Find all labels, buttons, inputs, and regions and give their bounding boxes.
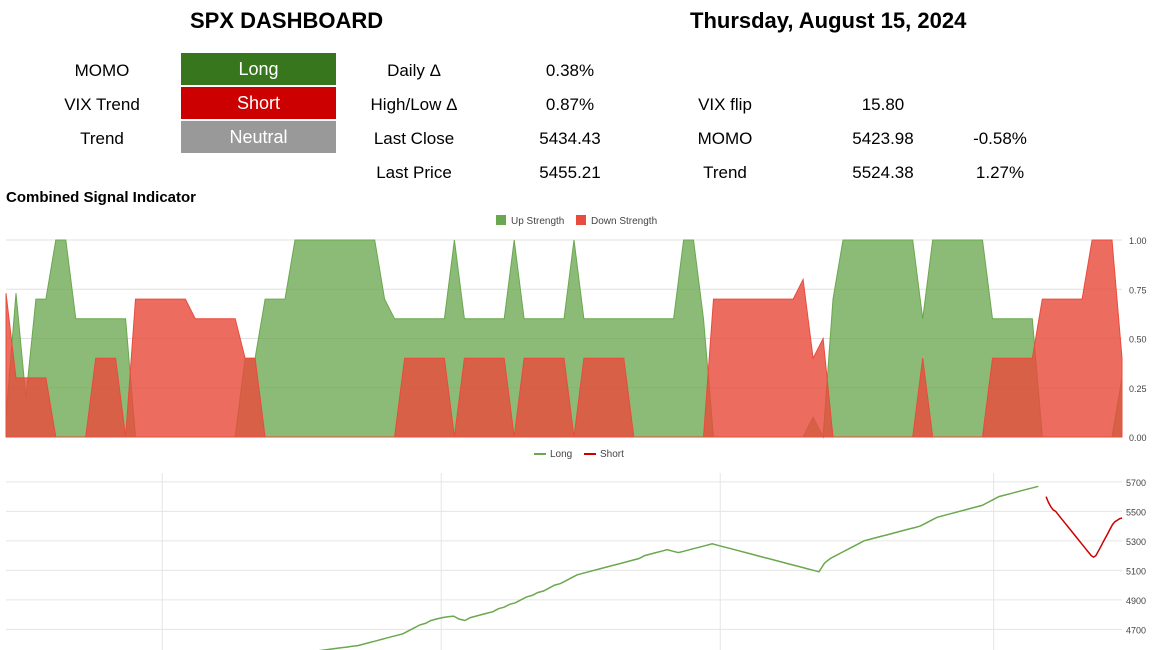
short-series-line — [1045, 496, 1123, 558]
chart1-y-tick-label: 1.00 — [1129, 236, 1147, 246]
trend-pct: 1.27% — [975, 163, 1025, 182]
long-series-line — [318, 485, 1039, 650]
signal-label-trend: Trend — [80, 129, 124, 148]
last-price-value: 5455.21 — [539, 163, 601, 182]
section-title: Combined Signal Indicator — [6, 189, 197, 206]
signal-badge-vix-trend: Short — [181, 87, 336, 119]
chart2-y-tick-label: 4700 — [1126, 625, 1146, 635]
highlow-delta-value: 0.87% — [545, 95, 595, 114]
last-price-label: Last Price — [376, 163, 452, 182]
trend-label: Trend — [703, 163, 747, 182]
last-close-value: 5434.43 — [539, 129, 601, 148]
vix-flip-label: VIX flip — [698, 95, 752, 114]
chart1-y-tick-label: 0.50 — [1129, 335, 1147, 345]
momo-pct: -0.58% — [973, 129, 1027, 148]
daily-delta-value: 0.38% — [545, 61, 595, 80]
highlow-delta-label: High/Low Δ — [370, 95, 458, 114]
signal-badge-momo: Long — [181, 53, 336, 85]
chart1-y-tick-label: 0.00 — [1129, 433, 1147, 443]
dashboard-title: SPX DASHBOARD — [190, 8, 384, 33]
signal-area-chart: Up Strength Down Strength 0.00 0.25 0.50 0.… — [5, 215, 1147, 443]
legend-up-swatch — [496, 215, 506, 225]
signal-label-momo: MOMO — [74, 61, 130, 80]
chart2-legend: Long Short — [534, 449, 624, 460]
legend-short-label: Short — [600, 449, 624, 460]
chart1-y-tick-label: 0.25 — [1129, 384, 1147, 394]
daily-delta-label: Daily Δ — [387, 61, 441, 80]
chart2-y-tick-label: 4900 — [1126, 596, 1146, 606]
legend-up-label: Up Strength — [511, 216, 564, 227]
chart2-y-tick-label: 5100 — [1126, 566, 1146, 576]
trend-value: 5524.38 — [852, 163, 914, 182]
momo-value: 5423.98 — [852, 129, 914, 148]
legend-down-swatch — [576, 215, 586, 225]
signal-label-vix-trend: VIX Trend — [64, 95, 140, 114]
chart2-y-tick-label: 5500 — [1126, 507, 1146, 517]
legend-down-label: Down Strength — [591, 216, 657, 227]
legend-long-label: Long — [550, 449, 572, 460]
last-close-label: Last Close — [373, 129, 455, 148]
signal-badge-trend: Neutral — [181, 121, 336, 153]
chart2-y-tick-label: 5300 — [1126, 537, 1146, 547]
vix-flip-value: 15.80 — [861, 95, 905, 114]
down-strength-area — [5, 239, 1123, 438]
momo-label: MOMO — [697, 129, 753, 148]
dashboard-date: Thursday, August 15, 2024 — [690, 8, 967, 33]
price-line-chart: Long Short 4700 4900 5100 5300 5500 5700 — [6, 449, 1146, 650]
chart2-y-tick-label: 5700 — [1126, 478, 1146, 488]
chart1-y-tick-label: 0.75 — [1129, 285, 1147, 295]
chart1-legend: Up Strength Down Strength — [496, 215, 657, 227]
